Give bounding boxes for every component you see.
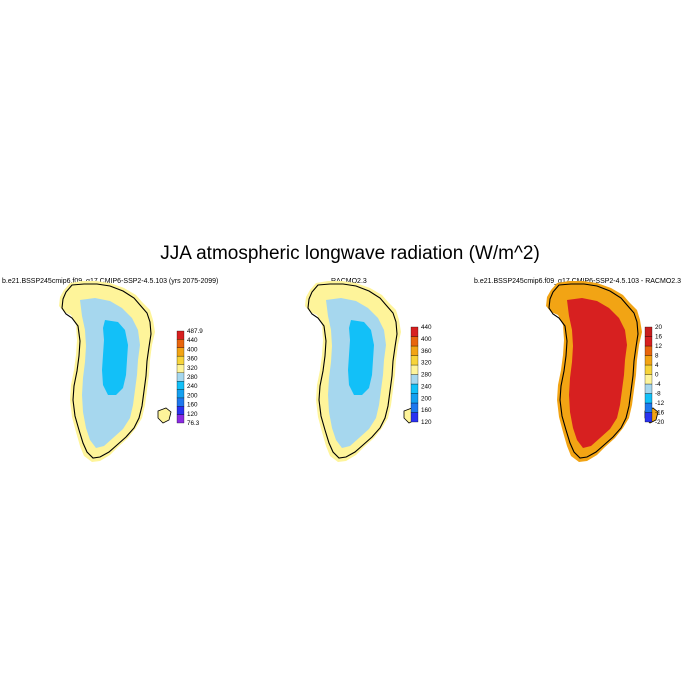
colorbar-swatch	[644, 336, 653, 347]
colorbar-label: 320	[421, 360, 432, 367]
colorbar-diff: 20 16 12 8 4 0 -4 -8 -12 -16 -20	[644, 324, 665, 426]
colorbar-model: 487.9 440 400 360 320 280 240 200 160 120 76.3	[176, 328, 203, 427]
colorbar-swatch	[410, 364, 419, 375]
colorbar-label: 200	[187, 392, 198, 399]
colorbar-label: -12	[655, 400, 665, 407]
colorbar-label: 76.3	[187, 420, 200, 427]
colorbar-swatch	[176, 397, 185, 407]
colorbar-label: 120	[421, 419, 432, 426]
colorbar-swatch	[410, 345, 419, 356]
colorbar-swatch	[410, 336, 419, 347]
colorbar-swatch	[644, 402, 653, 413]
panel-title-model: b.e21.BSSP245cmip6.f09_g17.CMIP6-SSP2-4.…	[2, 278, 219, 285]
colorbar-swatch	[176, 381, 185, 390]
colorbar-label: 360	[421, 348, 432, 355]
map-panel-diff	[546, 281, 659, 462]
colorbar-label: 240	[187, 383, 198, 390]
colorbar-swatch	[176, 414, 185, 424]
colorbar-swatch	[644, 393, 653, 404]
colorbar-label: 4	[655, 362, 659, 369]
colorbar-swatch	[176, 372, 185, 382]
colorbar-label: 280	[421, 372, 432, 379]
colorbar-swatch	[176, 364, 185, 373]
colorbar-swatch	[410, 383, 419, 394]
colorbar-label: 440	[421, 324, 432, 331]
colorbar-swatch	[410, 412, 419, 423]
colorbar-label: 12	[655, 343, 663, 350]
colorbar-swatch	[176, 355, 185, 365]
colorbar-swatch	[410, 374, 419, 385]
map-panel-model	[59, 281, 172, 462]
page-title: JJA atmospheric longwave radiation (W/m^…	[160, 243, 540, 264]
colorbar-swatch	[644, 383, 653, 394]
colorbar-label: 16	[655, 334, 663, 341]
colorbar-label: 240	[421, 383, 432, 390]
colorbar-label: 20	[655, 324, 663, 331]
colorbar-swatch	[644, 326, 653, 337]
colorbar-label: 160	[187, 402, 198, 409]
colorbar-swatch	[176, 347, 185, 357]
colorbar-label: -20	[655, 419, 665, 426]
colorbar-swatch	[410, 355, 419, 366]
colorbar-label: 440	[187, 337, 198, 344]
colorbar-label: 0	[655, 372, 659, 379]
colorbar-swatch	[644, 345, 653, 356]
colorbar-label: 360	[187, 356, 198, 363]
colorbar-label: 8	[655, 353, 659, 360]
colorbar-swatch	[176, 389, 185, 399]
colorbar-label: 200	[421, 395, 432, 402]
colorbar-swatch	[644, 364, 653, 375]
colorbar-label: 280	[187, 374, 198, 381]
colorbar-swatch	[176, 339, 185, 348]
colorbar-swatch	[410, 402, 419, 413]
colorbar-swatch	[644, 355, 653, 366]
colorbar-label: 400	[187, 346, 198, 353]
colorbar-swatch	[176, 406, 185, 415]
colorbar-label: 120	[187, 411, 198, 418]
map-panel-racmo	[305, 281, 418, 462]
colorbar-label: 320	[187, 365, 198, 372]
panel-title-racmo: RACMO2.3	[331, 278, 367, 285]
colorbar-swatch	[410, 326, 419, 337]
colorbar-swatch	[176, 330, 185, 340]
colorbar-swatch	[644, 412, 653, 423]
colorbar-label: -8	[655, 391, 661, 398]
colorbar-label: -4	[655, 381, 661, 388]
colorbar-swatch	[410, 393, 419, 404]
colorbar-label: 400	[421, 336, 432, 343]
colorbar-racmo: 440 400 360 320 280 240 200 160 120	[410, 324, 432, 426]
colorbar-swatch	[644, 374, 653, 385]
colorbar-label: -16	[655, 410, 665, 417]
colorbar-label: 160	[421, 407, 432, 414]
colorbar-label: 487.9	[187, 328, 203, 335]
